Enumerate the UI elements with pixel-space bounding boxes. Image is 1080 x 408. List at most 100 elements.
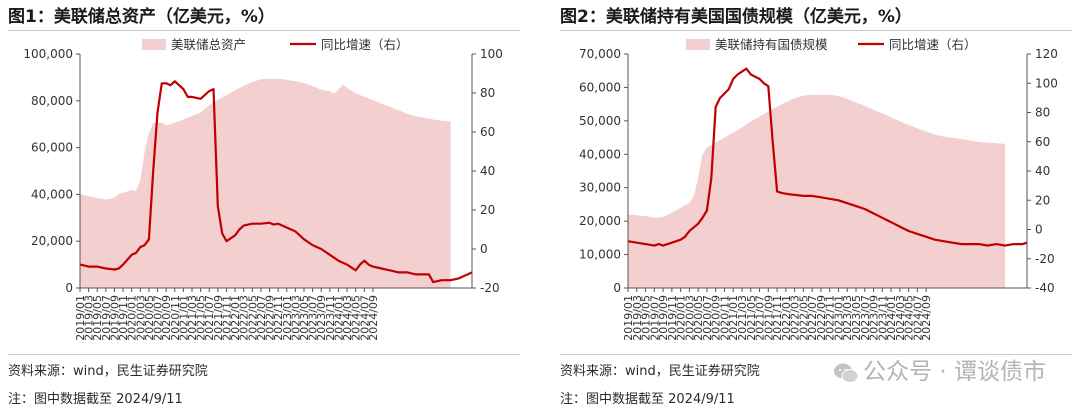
y-right-tick-label: 60 bbox=[1035, 135, 1050, 149]
x-tick-label: 2020/07 bbox=[701, 295, 714, 341]
chart-2: 0 10,000 20,000 30,000 40,000 50,000 60,000 70,… bbox=[579, 37, 1058, 341]
x-tick-label: 2023/05 bbox=[850, 295, 863, 341]
x-tick-label: 2023/01 bbox=[833, 295, 846, 341]
x-tick-label: 2022/03 bbox=[789, 295, 802, 341]
x-tick-label: 2021/07 bbox=[754, 295, 767, 341]
x-tick-label: 2021/09 bbox=[762, 295, 775, 341]
x-tick-label: 2022/11 bbox=[824, 295, 837, 341]
x-tick-label: 2019/09 bbox=[109, 295, 122, 341]
x-tick-label: 2020/05 bbox=[692, 295, 705, 341]
y-left-tick-label: 20,000 bbox=[31, 234, 73, 248]
x-tick-label: 2019/05 bbox=[91, 295, 104, 341]
x-tick-label: 2021/03 bbox=[736, 295, 749, 341]
y-left-tick-label: 30,000 bbox=[579, 181, 621, 195]
y-right-tick-label: 60 bbox=[480, 125, 495, 139]
x-tick-label: 2021/07 bbox=[203, 295, 216, 341]
x-tick-label: 2022/07 bbox=[806, 295, 819, 341]
x-tick-label: 2022/03 bbox=[238, 295, 251, 341]
y-right-tick-label: 40 bbox=[480, 164, 495, 178]
y-left-tick-label: 20,000 bbox=[579, 214, 621, 228]
x-tick-label: 2020/05 bbox=[143, 295, 156, 341]
x-tick-label: 2023/11 bbox=[876, 295, 889, 341]
x-tick-label: 2024/05 bbox=[350, 295, 363, 341]
y-right-tick-label: 0 bbox=[480, 242, 488, 256]
x-tick-label: 2022/01 bbox=[780, 295, 793, 341]
x-tick-label: 2019/01 bbox=[622, 295, 635, 341]
x-tick-label: 2022/09 bbox=[264, 295, 277, 341]
x-tick-label: 2020/09 bbox=[710, 295, 723, 341]
y-left-tick-label: 0 bbox=[65, 281, 73, 295]
x-tick-label: 2021/05 bbox=[745, 295, 758, 341]
watermark-text: 公众号 · 谭谈债市 bbox=[863, 359, 1046, 385]
x-tick-label: 2022/05 bbox=[246, 295, 259, 341]
y-left-tick-label: 70,000 bbox=[579, 47, 621, 61]
x-tick-label: 2020/01 bbox=[126, 295, 139, 341]
x-tick-label: 2020/03 bbox=[134, 295, 147, 341]
divider-1 bbox=[8, 354, 520, 355]
x-tick-label: 2024/09 bbox=[920, 295, 933, 341]
y-left-tick-label: 80,000 bbox=[31, 94, 73, 108]
y-left-tick-label: 0 bbox=[613, 281, 621, 295]
x-tick-label: 2024/09 bbox=[367, 295, 380, 341]
x-tick-label: 2023/09 bbox=[868, 295, 881, 341]
x-tick-label: 2020/07 bbox=[152, 295, 165, 341]
series-line-2 bbox=[627, 67, 1028, 247]
chart-1: 0 20,000 40,000 60,000 80,000 100,000 -20 0 20 40… bbox=[23, 37, 503, 341]
x-tick-label: 2021/01 bbox=[727, 295, 740, 341]
legend-label-area: 美联储持有国债规模 bbox=[715, 37, 828, 52]
x-tick-label: 2020/01 bbox=[675, 295, 688, 341]
x-tick-label: 2024/01 bbox=[333, 295, 346, 341]
series-area-2 bbox=[628, 94, 1006, 288]
x-tick-label: 2020/03 bbox=[683, 295, 696, 341]
x-tick-label: 2019/03 bbox=[631, 295, 644, 341]
x-tick-label: 2022/07 bbox=[255, 295, 268, 341]
y-right-tick-label: 80 bbox=[1035, 106, 1050, 120]
x-tick-label: 2024/07 bbox=[358, 295, 371, 341]
chart-panel-1: 图1：美联储总资产（亿美元，%） 0 20,000 40,000 60,000 80,0… bbox=[0, 0, 528, 408]
y-right-tick-label: 80 bbox=[480, 86, 495, 100]
y-right-tick-label: -20 bbox=[1035, 252, 1055, 266]
chart-title-1: 图1：美联储总资产（亿美元，%） bbox=[8, 2, 520, 31]
x-tick-label: 2023/07 bbox=[859, 295, 872, 341]
y-left-tick-label: 50,000 bbox=[579, 114, 621, 128]
source-text-1: 资料来源：wind，民生证券研究院 bbox=[8, 364, 208, 379]
x-tick-label: 2023/05 bbox=[298, 295, 311, 341]
y-left-tick-label: 40,000 bbox=[31, 187, 73, 201]
y-right-tick-label: 100 bbox=[1035, 76, 1058, 90]
y-left-tick-label: 10,000 bbox=[579, 248, 621, 262]
x-tick-label: 2019/07 bbox=[648, 295, 661, 341]
legend-label-line: 同比增速（右） bbox=[321, 37, 409, 52]
x-tick-label: 2021/11 bbox=[221, 295, 234, 341]
x-tick-label: 2023/07 bbox=[307, 295, 320, 341]
x-tick-label: 2024/07 bbox=[911, 295, 924, 341]
x-tick-label: 2021/09 bbox=[212, 295, 225, 341]
x-tick-label: 2022/05 bbox=[797, 295, 810, 341]
x-tick-label: 2024/03 bbox=[341, 295, 354, 341]
y-left-tick-label: 100,000 bbox=[23, 47, 73, 61]
source-text-2: 资料来源：wind，民生证券研究院 bbox=[560, 364, 760, 379]
legend-swatch-area bbox=[686, 39, 710, 50]
y-left-tick-label: 60,000 bbox=[31, 141, 73, 155]
x-tick-label: 2023/09 bbox=[315, 295, 328, 341]
y-left-tick-label: 40,000 bbox=[579, 147, 621, 161]
x-tick-label: 2021/03 bbox=[186, 295, 199, 341]
legend-label-line: 同比增速（右） bbox=[889, 37, 977, 52]
x-tick-label: 2024/03 bbox=[894, 295, 907, 341]
x-tick-label: 2023/03 bbox=[841, 295, 854, 341]
x-tick-label: 2024/05 bbox=[903, 295, 916, 341]
note-text-2: 注：图中数据截至 2024/9/11 bbox=[560, 392, 735, 407]
x-tick-label: 2019/07 bbox=[100, 295, 113, 341]
legend-label-area: 美联储总资产 bbox=[171, 37, 246, 52]
legend-swatch-area bbox=[142, 39, 166, 50]
x-tick-label: 2019/11 bbox=[117, 295, 130, 341]
x-tick-label: 2023/11 bbox=[324, 295, 337, 341]
x-tick-label: 2019/03 bbox=[83, 295, 96, 341]
x-tick-label: 2021/11 bbox=[771, 295, 784, 341]
y-right-tick-label: 20 bbox=[1035, 193, 1050, 207]
note-text-1: 注：图中数据截至 2024/9/11 bbox=[8, 392, 183, 407]
x-tick-label: 2022/11 bbox=[272, 295, 285, 341]
chart-panel-2: 图2：美联储持有美国国债规模（亿美元，%） 0 10,000 20,000 30,00… bbox=[552, 0, 1080, 408]
y-right-tick-label: 20 bbox=[480, 203, 495, 217]
x-tick-label: 2023/03 bbox=[289, 295, 302, 341]
x-tick-label: 2022/09 bbox=[815, 295, 828, 341]
